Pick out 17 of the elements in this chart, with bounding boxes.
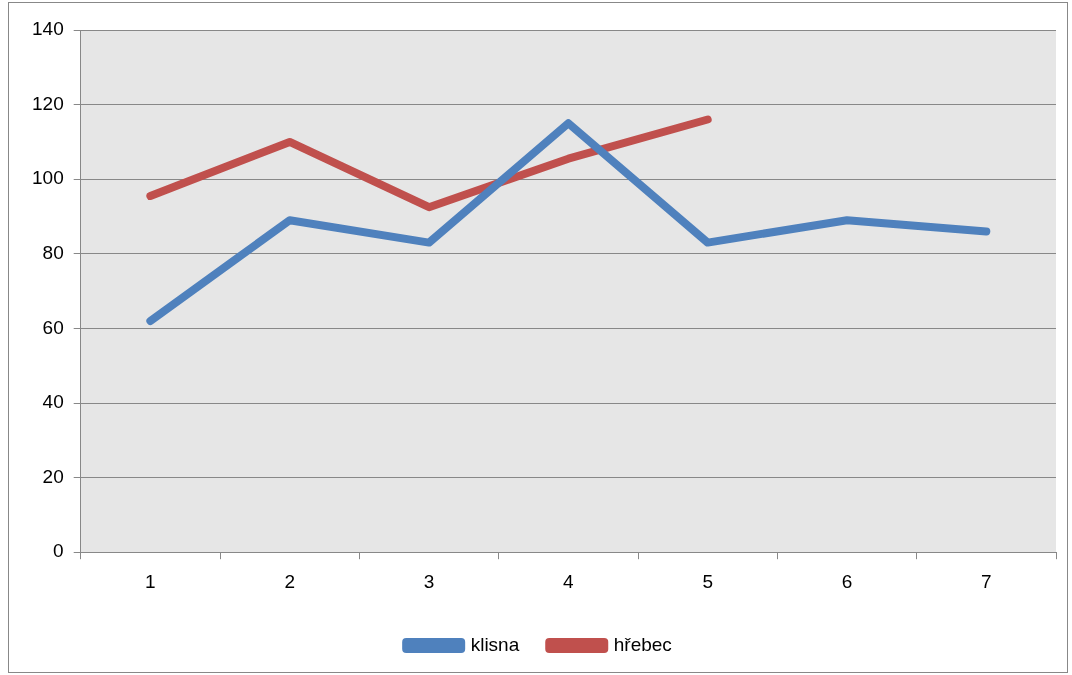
- legend-label: klisna: [470, 633, 520, 655]
- x-tick-label: 3: [423, 570, 435, 592]
- y-tick-label: 60: [42, 316, 64, 338]
- y-tick-label: 0: [53, 540, 64, 562]
- legend-label: hřebec: [613, 633, 672, 655]
- y-tick-label: 120: [32, 92, 64, 114]
- y-tick-label: 140: [32, 18, 64, 40]
- x-tick-label: 4: [563, 570, 575, 592]
- x-tick-label: 1: [145, 570, 156, 592]
- y-tick-label: 20: [42, 465, 64, 487]
- x-tick-label: 5: [702, 570, 713, 592]
- y-tick-label: 40: [42, 391, 64, 413]
- y-tick-label: 80: [42, 242, 64, 264]
- x-tick-label: 6: [841, 570, 853, 592]
- x-tick-label: 2: [284, 570, 295, 592]
- y-tick-label: 100: [32, 167, 64, 189]
- x-tick-label: 7: [981, 570, 992, 592]
